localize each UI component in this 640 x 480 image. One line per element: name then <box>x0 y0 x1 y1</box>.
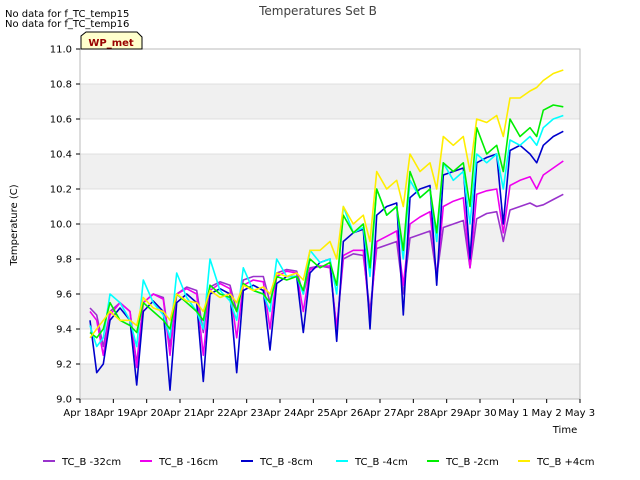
y-tick-label: 9.8 <box>56 255 72 266</box>
badge-label: WP_met <box>88 38 134 49</box>
legend-item: TC_B -2cm <box>427 457 499 468</box>
chart-title: Temperatures Set B <box>258 4 377 18</box>
series-lines <box>89 69 564 392</box>
x-tick-label: May 3 <box>565 408 595 419</box>
x-tick-label: Apr 22 <box>197 408 230 419</box>
axis-ticks: 9.0 9.2 9.4 9.6 9.8 10.0 10.2 10.4 10.6 10.8 11.0 A… <box>50 45 595 420</box>
y-tick-label: 10.6 <box>50 115 72 126</box>
y-tick-label: 9.4 <box>56 325 72 336</box>
legend-label: TC_B -8cm <box>259 457 313 468</box>
legend-label: TC_B +4cm <box>536 457 595 468</box>
y-tick-label: 10.4 <box>50 150 72 161</box>
x-tick-label: Apr 24 <box>263 408 296 419</box>
no-data-note-2: No data for f_TC_temp16 <box>5 19 130 30</box>
y-tick-label: 10.8 <box>50 80 72 91</box>
legend-item: TC_B -4cm <box>336 457 408 468</box>
legend-item: TC_B -16cm <box>140 457 218 468</box>
legend: TC_B -32cm TC_B -16cm TC_B -8cm TC_B -4cm TC… <box>43 457 595 468</box>
y-tick-label: 9.2 <box>56 360 72 371</box>
x-tick-label: Apr 21 <box>163 408 196 419</box>
wp-met-badge: WP_met <box>80 31 143 50</box>
y-axis-label: Temperature (C) <box>9 184 20 266</box>
legend-label: TC_B -2cm <box>445 457 499 468</box>
x-tick-label: Apr 20 <box>130 408 163 419</box>
x-tick-label: Apr 26 <box>330 408 363 419</box>
x-tick-label: May 2 <box>532 408 562 419</box>
legend-item: TC_B -32cm <box>43 457 121 468</box>
y-tick-label: 10.0 <box>50 220 72 231</box>
x-tick-label: Apr 27 <box>363 408 396 419</box>
x-tick-label: May 1 <box>498 408 528 419</box>
x-tick-label: Apr 23 <box>230 408 263 419</box>
x-tick-label: Apr 18 <box>63 408 96 419</box>
legend-label: TC_B -16cm <box>158 457 218 468</box>
legend-label: TC_B -32cm <box>61 457 121 468</box>
x-axis-label: Time <box>552 425 577 436</box>
series-line <box>89 69 564 339</box>
plot-band <box>80 364 580 399</box>
x-tick-label: Apr 28 <box>397 408 430 419</box>
x-tick-label: Apr 19 <box>97 408 130 419</box>
series-line <box>89 114 564 348</box>
y-tick-label: 10.2 <box>50 185 72 196</box>
legend-label: TC_B -4cm <box>354 457 408 468</box>
x-tick-label: Apr 30 <box>463 408 496 419</box>
y-tick-label: 9.6 <box>56 290 72 301</box>
plot-band <box>80 294 580 329</box>
legend-item: TC_B -8cm <box>241 457 313 468</box>
x-tick-label: Apr 29 <box>430 408 463 419</box>
plot-band <box>80 84 580 119</box>
x-tick-label: Apr 25 <box>297 408 330 419</box>
y-tick-label: 9.0 <box>56 395 72 406</box>
badge-box <box>80 31 143 50</box>
y-tick-label: 11.0 <box>50 45 72 56</box>
no-data-note-1: No data for f_TC_temp15 <box>5 9 130 20</box>
legend-item: TC_B +4cm <box>518 457 595 468</box>
series-line <box>89 104 564 339</box>
